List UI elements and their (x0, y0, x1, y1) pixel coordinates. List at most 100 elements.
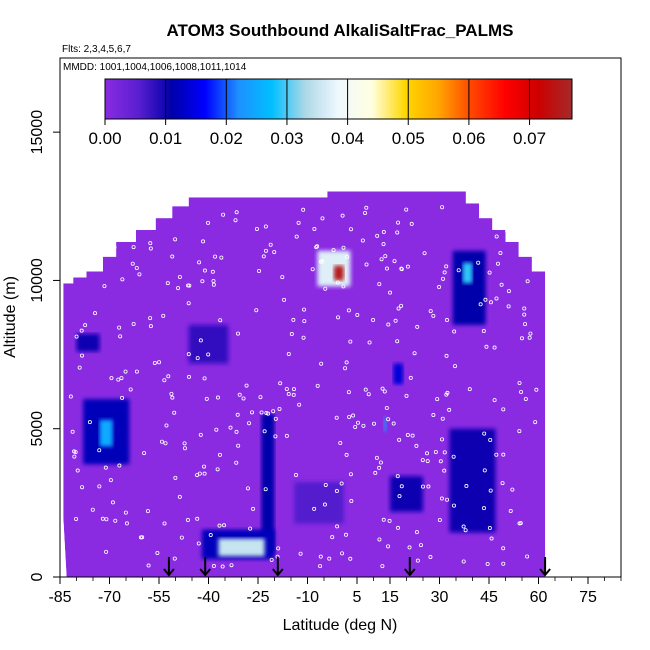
sample-dot (487, 526, 492, 531)
coverage-fill (63, 191, 546, 577)
sample-dot (200, 279, 205, 284)
sample-dot (467, 387, 472, 392)
sample-dot (148, 241, 153, 246)
sample-dot (452, 329, 457, 334)
sample-dot (334, 415, 339, 420)
sample-dot (116, 377, 121, 382)
sample-dot (177, 274, 182, 279)
sample-dot (162, 378, 167, 383)
sample-dot (522, 306, 527, 311)
heat-cell (383, 416, 387, 432)
heat-cell (218, 538, 265, 557)
sample-dot (415, 324, 420, 329)
sample-dot (170, 254, 175, 259)
sample-dot (235, 412, 240, 417)
sample-dot (173, 237, 178, 242)
sample-dot (79, 328, 84, 333)
sample-dot (525, 554, 530, 559)
sample-dot (277, 406, 282, 411)
sample-dot (483, 297, 488, 302)
sample-dot (148, 324, 153, 329)
sample-dot (214, 427, 219, 432)
sample-dot (273, 434, 278, 439)
sample-dot (108, 228, 113, 233)
sample-dot (211, 282, 216, 287)
y-axis: 0 5000 10000 15000 (29, 110, 60, 581)
x-tick-label: 30 (431, 589, 449, 606)
x-tick-label: 60 (530, 589, 548, 606)
sample-dot (263, 487, 268, 492)
sample-dot (439, 496, 444, 501)
sample-dot (412, 351, 417, 356)
sample-dot (420, 484, 425, 489)
sample-dot (77, 365, 82, 370)
sample-dot (80, 485, 85, 490)
sample-dot (327, 556, 332, 561)
sample-dot (148, 246, 153, 251)
sample-dot (244, 383, 249, 388)
sample-dot (433, 449, 438, 454)
sample-dot (463, 528, 468, 533)
sample-dot (118, 334, 123, 339)
sample-dot (294, 234, 299, 239)
sample-dot (236, 443, 241, 448)
sample-dot (534, 387, 539, 392)
sample-dot (80, 260, 85, 265)
sample-dot (112, 245, 117, 250)
plot-area (59, 57, 622, 578)
sample-dot (395, 339, 400, 344)
sample-dot (286, 351, 291, 356)
sample-dot (533, 420, 538, 425)
sample-dot (278, 381, 283, 386)
sample-dot (247, 421, 252, 426)
sample-dot (280, 275, 285, 280)
sample-dot (408, 375, 413, 380)
sample-dot (374, 455, 379, 460)
sample-dot (284, 386, 289, 391)
sample-dot (348, 227, 353, 232)
sample-dot (338, 441, 343, 446)
sample-dot (72, 454, 77, 459)
sample-dot (229, 563, 234, 568)
flights-note: Flts: 2,3,4,5,6,7 (62, 44, 131, 55)
sample-dot (241, 396, 246, 401)
sample-dot (221, 212, 226, 217)
sample-dot (276, 546, 281, 551)
sample-dot (425, 459, 430, 464)
sample-dot (386, 544, 391, 549)
sample-dot (104, 549, 109, 554)
sample-dot (438, 459, 443, 464)
heat-cell (462, 262, 473, 284)
sample-dot (431, 313, 436, 318)
sample-dot (120, 277, 125, 282)
sample-dot (340, 551, 345, 556)
sample-dot (70, 429, 75, 434)
sample-dot (206, 220, 211, 225)
sample-dot (73, 450, 78, 455)
flight-arrows (163, 557, 551, 577)
sample-dot (177, 494, 182, 499)
sample-dot (152, 360, 157, 365)
sample-dot (363, 387, 368, 392)
sample-dot (495, 261, 500, 266)
sample-dot (366, 392, 371, 397)
sample-dot (494, 234, 499, 239)
sample-dot (266, 411, 271, 416)
sample-dot (208, 533, 213, 538)
sample-dot (320, 259, 325, 264)
sample-dot (341, 245, 346, 250)
sample-dot (431, 413, 436, 418)
sample-dot (488, 488, 493, 493)
sample-dot (348, 339, 353, 344)
sample-dot (117, 463, 122, 468)
colorbar-tick-label: 0.05 (392, 129, 425, 148)
sample-dot (393, 318, 398, 323)
sample-dot (169, 391, 174, 396)
sample-dot (501, 561, 506, 566)
sample-dot (217, 452, 222, 457)
sample-dot (196, 541, 201, 546)
sample-dot (75, 468, 80, 473)
sample-dot (319, 361, 324, 366)
sample-dot (248, 526, 253, 531)
sample-dot (377, 282, 382, 287)
